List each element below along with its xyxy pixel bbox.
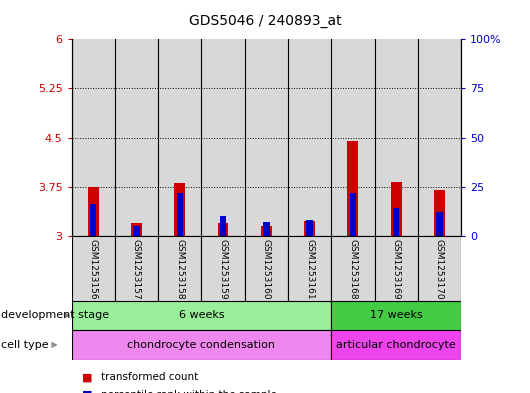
Text: GSM1253170: GSM1253170 <box>435 239 444 300</box>
Text: GSM1253168: GSM1253168 <box>348 239 357 300</box>
Bar <box>201 236 245 301</box>
Bar <box>88 187 99 236</box>
Bar <box>418 236 461 301</box>
Bar <box>288 39 331 236</box>
Text: GSM1253160: GSM1253160 <box>262 239 271 300</box>
Bar <box>115 39 158 236</box>
Bar <box>174 184 185 236</box>
Text: GSM1253161: GSM1253161 <box>305 239 314 300</box>
Text: articular chondrocyte: articular chondrocyte <box>337 340 456 350</box>
Text: 6 weeks: 6 weeks <box>179 310 224 320</box>
Bar <box>436 212 443 236</box>
Text: ■: ■ <box>82 390 93 393</box>
Bar <box>375 236 418 301</box>
Text: cell type: cell type <box>1 340 49 350</box>
Bar <box>288 236 331 301</box>
Bar <box>391 182 402 236</box>
Text: 17 weeks: 17 weeks <box>370 310 422 320</box>
Bar <box>72 330 331 360</box>
Bar <box>201 39 245 236</box>
Bar <box>72 39 115 236</box>
Text: ■: ■ <box>82 372 93 382</box>
Bar <box>434 190 445 236</box>
Bar <box>263 222 270 236</box>
Bar <box>306 220 313 236</box>
Text: chondrocyte condensation: chondrocyte condensation <box>127 340 276 350</box>
Bar <box>350 193 356 236</box>
Bar <box>131 223 142 236</box>
Bar <box>72 301 331 330</box>
Bar <box>245 39 288 236</box>
Bar <box>176 193 183 236</box>
Bar <box>220 216 226 236</box>
Bar <box>348 141 358 236</box>
Text: GSM1253157: GSM1253157 <box>132 239 141 300</box>
Text: GSM1253169: GSM1253169 <box>392 239 401 300</box>
Bar <box>331 330 461 360</box>
Bar <box>304 221 315 236</box>
Bar <box>393 208 400 236</box>
Bar <box>418 39 461 236</box>
Bar <box>331 236 375 301</box>
Bar <box>218 223 228 236</box>
Bar <box>115 236 158 301</box>
Bar <box>375 39 418 236</box>
Text: development stage: development stage <box>1 310 109 320</box>
Text: GSM1253158: GSM1253158 <box>175 239 184 300</box>
Bar <box>331 301 461 330</box>
Text: GSM1253159: GSM1253159 <box>218 239 227 300</box>
Text: GSM1253156: GSM1253156 <box>89 239 98 300</box>
Bar <box>245 236 288 301</box>
Bar <box>90 204 96 236</box>
Bar <box>261 226 272 236</box>
Text: GDS5046 / 240893_at: GDS5046 / 240893_at <box>189 14 341 28</box>
Bar <box>72 236 115 301</box>
Bar <box>331 39 375 236</box>
Bar <box>158 39 201 236</box>
Text: transformed count: transformed count <box>101 372 198 382</box>
Bar <box>133 226 140 236</box>
Text: percentile rank within the sample: percentile rank within the sample <box>101 390 277 393</box>
Bar <box>158 236 201 301</box>
